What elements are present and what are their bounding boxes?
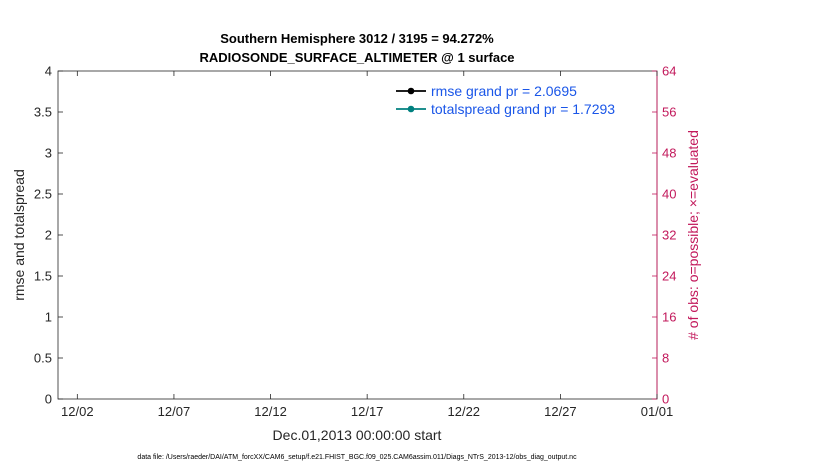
x-tick-label: 12/22 <box>448 404 481 419</box>
y-right-axis-label: # of obs: o=possible; ×=evaluated <box>685 130 701 340</box>
legend-rmse-label: rmse grand pr = 2.0695 <box>431 83 577 99</box>
y-right-tick-label: 0 <box>662 392 669 407</box>
y-tick-label: 2.5 <box>34 187 52 202</box>
x-tick-label: 01/01 <box>641 404 674 419</box>
x-tick-label: 12/02 <box>61 404 94 419</box>
y-tick-label: 4 <box>45 64 52 79</box>
y-tick-label: 0 <box>45 392 52 407</box>
chart-subtitle: RADIOSONDE_SURFACE_ALTIMETER @ 1 surface <box>199 50 514 65</box>
y-right-tick-label: 48 <box>662 146 676 161</box>
legend <box>396 87 426 113</box>
plot-frame <box>57 70 658 400</box>
y-tick-label: 3.5 <box>34 105 52 120</box>
y-tick-label: 1 <box>45 310 52 325</box>
data-file-footer: data file: /Users/raeder/DAI/ATM_forcXX/… <box>137 454 577 461</box>
y-right-tick-label: 56 <box>662 105 676 120</box>
x-tick-label: 12/12 <box>254 404 287 419</box>
x-tick-label: 12/27 <box>544 404 577 419</box>
x-tick-label: 12/07 <box>158 404 191 419</box>
y-right-tick-label: 32 <box>662 228 676 243</box>
y-right-tick-label: 64 <box>662 64 676 79</box>
y-right-tick-label: 8 <box>662 351 669 366</box>
y-tick-label: 1.5 <box>34 269 52 284</box>
chart-title: Southern Hemisphere 3012 / 3195 = 94.272… <box>220 31 494 46</box>
y-right-tick-label: 16 <box>662 310 676 325</box>
y-tick-label: 3 <box>45 146 52 161</box>
legend-rmse-marker <box>407 87 415 95</box>
y-right-tick-label: 24 <box>662 269 676 284</box>
y-tick-label: 2 <box>45 228 52 243</box>
x-tick-label: 12/17 <box>351 404 384 419</box>
y-axis-label: rmse and totalspread <box>11 169 27 301</box>
legend-spread-marker <box>407 105 415 113</box>
legend-spread-label: totalspread grand pr = 1.7293 <box>431 101 615 117</box>
y-right-tick-label: 40 <box>662 187 676 202</box>
x-axis-label: Dec.01,2013 00:00:00 start <box>273 427 442 443</box>
y-tick-label: 0.5 <box>34 351 52 366</box>
